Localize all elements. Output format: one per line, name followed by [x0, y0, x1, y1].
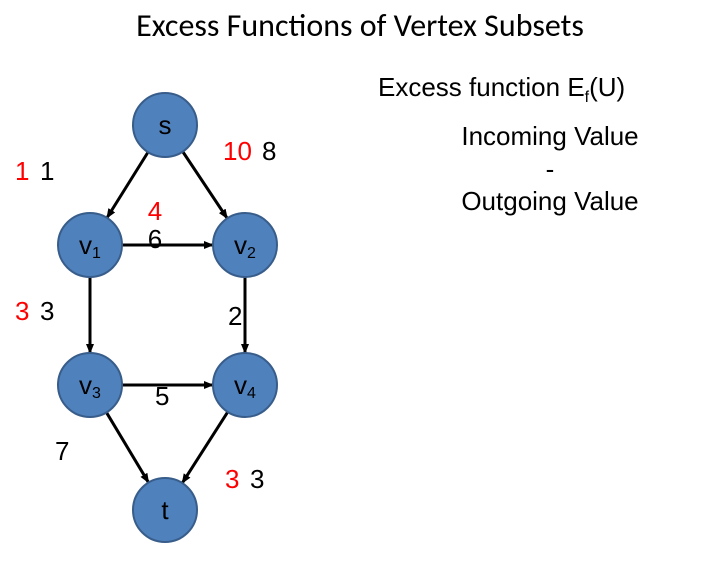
capacity-label: 5 — [155, 381, 169, 411]
flow-label: 10 — [223, 136, 252, 166]
edge-v3-t — [106, 412, 148, 482]
excess-function-label: Excess function Ef(U) — [378, 72, 625, 107]
node-label-s: s — [159, 110, 172, 140]
flow-label: 4 — [148, 196, 162, 226]
capacity-label: 2 — [228, 301, 242, 331]
edge-s-v1 — [107, 152, 148, 218]
capacity-label: 3 — [40, 296, 54, 326]
excess-definition: Incoming Value-Outgoing Value — [420, 120, 680, 218]
edge-s-v2 — [183, 152, 227, 219]
capacity-label: 1 — [40, 156, 54, 186]
flow-label: 3 — [225, 464, 239, 494]
flow-network-diagram: 11108463325733sv1v2v3v4t — [0, 30, 330, 570]
capacity-label: 6 — [148, 224, 162, 254]
node-label-t: t — [161, 495, 169, 525]
capacity-label: 7 — [55, 436, 69, 466]
capacity-label: 3 — [250, 464, 264, 494]
edge-v4-t — [182, 412, 228, 483]
flow-label: 3 — [15, 296, 29, 326]
capacity-label: 8 — [262, 136, 276, 166]
flow-label: 1 — [15, 156, 29, 186]
